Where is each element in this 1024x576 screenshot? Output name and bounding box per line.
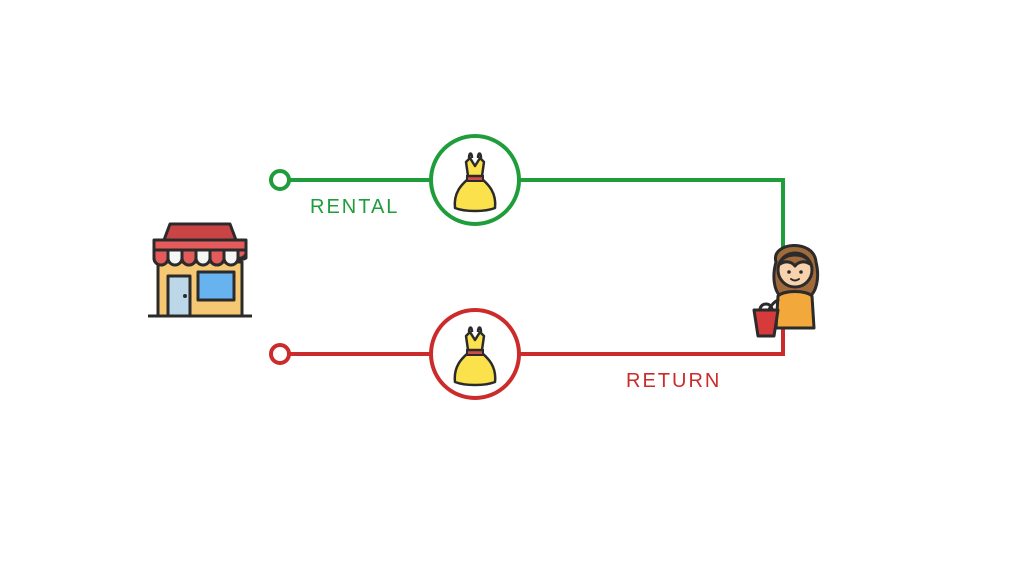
dress-rental-node	[425, 130, 525, 230]
store-icon	[140, 210, 260, 330]
customer-icon	[736, 232, 846, 342]
rental-label: RENTAL	[310, 196, 399, 219]
return-edge	[271, 280, 783, 363]
dress-return-node	[425, 304, 525, 404]
diagram-canvas: RENTAL RETURN	[0, 0, 1024, 576]
return-label: RETURN	[626, 370, 721, 393]
